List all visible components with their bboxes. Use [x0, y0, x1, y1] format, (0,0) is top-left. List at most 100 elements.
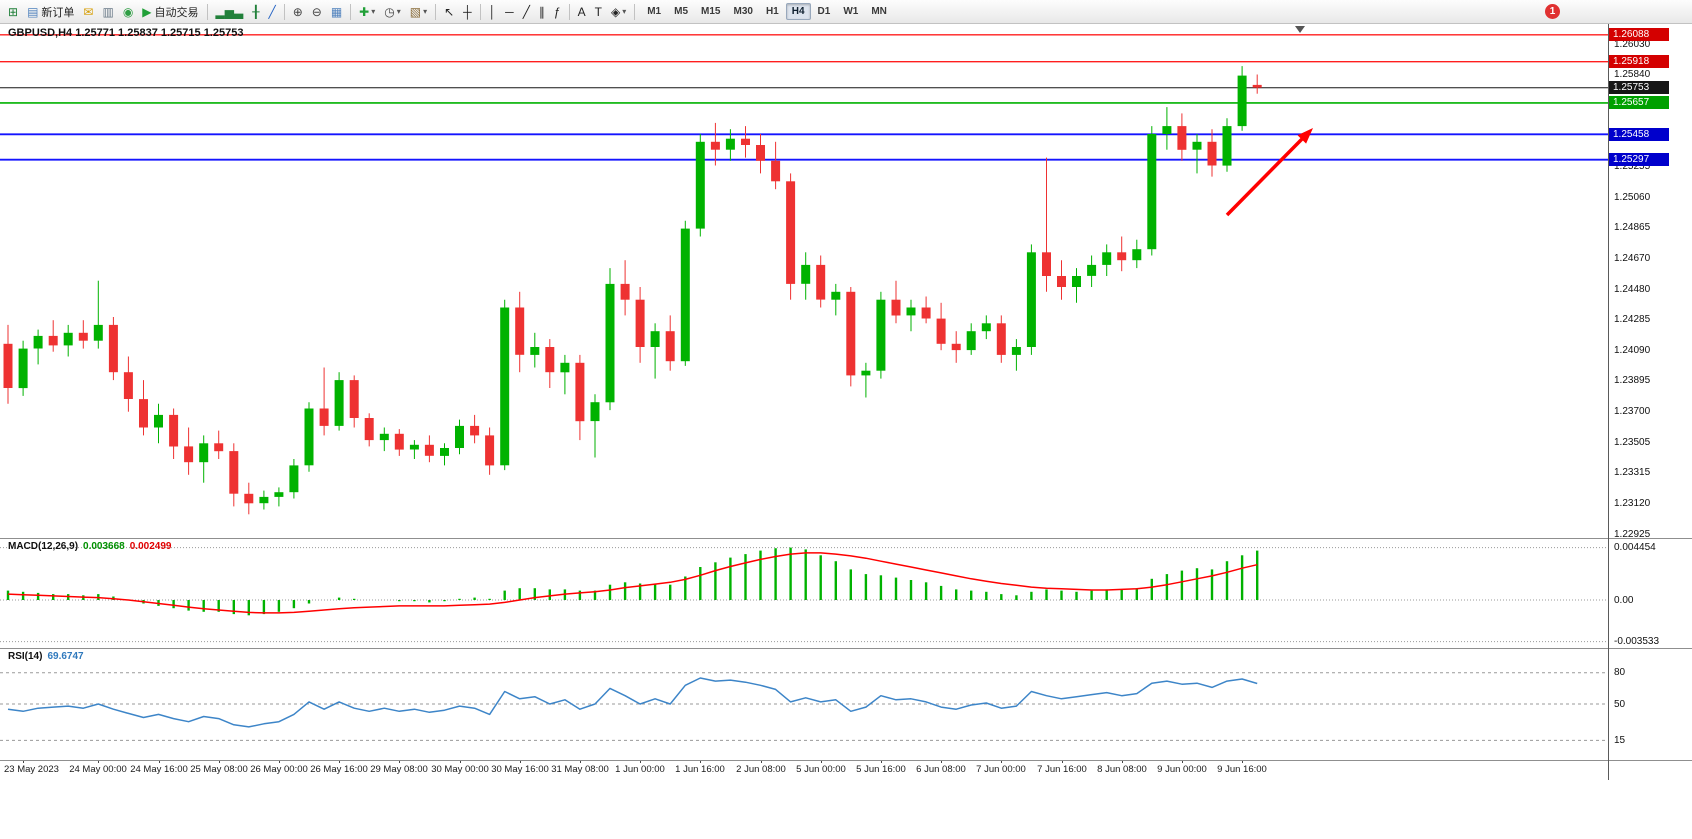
candle-body	[756, 145, 765, 161]
time-axis-label: 24 May 16:00	[130, 764, 188, 775]
price-axis-label: 1.23505	[1614, 436, 1651, 448]
toolbar-separator	[350, 3, 352, 20]
toolbar-button-new-chart[interactable]: ⊞	[4, 2, 22, 22]
candle-body	[816, 264, 826, 300]
candle-body	[304, 408, 314, 466]
toolbar-button-zoom-out[interactable]: ⊖	[308, 2, 326, 22]
macd-main-value: 0.003668	[83, 541, 125, 552]
toolbar-button-equidistant-channel[interactable]: ∥	[535, 2, 549, 22]
toolbar-button-bar-chart[interactable]: ▂▅▃	[212, 2, 248, 22]
toolbar-button-fibonacci[interactable]: ƒ	[550, 2, 565, 22]
time-axis-tick	[1182, 760, 1183, 763]
panel-separator[interactable]	[0, 760, 1692, 761]
price-badge-1.25458: 1.25458	[1609, 127, 1669, 141]
candle-body	[725, 138, 735, 150]
toolbar-button-vertical-line[interactable]: │	[485, 2, 501, 22]
tile-windows-icon: ▦	[330, 4, 343, 19]
toolbar-separator	[479, 3, 481, 20]
time-axis-label: 2 Jun 08:00	[736, 764, 786, 775]
toolbar-button-text-label[interactable]: T	[591, 2, 606, 22]
timeframe-button-M5[interactable]: M5	[674, 6, 689, 17]
toolbar-button-mailbox[interactable]: ✉	[79, 2, 97, 22]
time-axis-tick	[580, 760, 581, 763]
rsi-indicator-plot[interactable]	[0, 648, 1608, 760]
toolbar-button-line-chart[interactable]: ╱	[264, 2, 279, 22]
candle-body	[289, 465, 299, 493]
toolbar-button-indicators[interactable]: ✚ ▾	[355, 2, 379, 22]
time-axis-tick	[881, 760, 882, 763]
timeframe-button-M1[interactable]: M1	[647, 6, 662, 17]
time-axis-tick	[1062, 760, 1063, 763]
trend-arrow[interactable]	[1225, 137, 1304, 217]
toolbar-button-print[interactable]: ▥	[98, 2, 117, 22]
timeframe-button-MN[interactable]: MN	[871, 6, 887, 17]
scale-divider[interactable]	[1608, 24, 1609, 780]
timeframe-button-M30[interactable]: M30	[733, 6, 753, 17]
timeframe-button-H1[interactable]: H1	[765, 6, 779, 17]
candle-body	[695, 141, 705, 229]
time-axis-tick	[1242, 760, 1243, 763]
templates-icon: ▧	[409, 4, 422, 19]
candle-body	[48, 335, 58, 346]
candle-body	[33, 335, 43, 349]
timeframe-button-D1[interactable]: D1	[817, 6, 831, 17]
price-scale[interactable]	[1609, 24, 1692, 780]
toolbar-button-templates[interactable]: ▧ ▾	[406, 2, 431, 22]
candle-body	[1087, 264, 1097, 276]
notification-badge[interactable]: 1	[1545, 4, 1560, 19]
toolbar-button-crosshair[interactable]: ┼	[459, 2, 476, 22]
toolbar-separator	[206, 3, 208, 20]
toolbar-button-autotrading[interactable]: ▶ 自动交易	[138, 2, 202, 22]
candle-body	[620, 283, 630, 300]
macd-signal-line	[7, 552, 1258, 614]
crosshair-icon: ┼	[463, 4, 472, 19]
toolbar-button-cursor[interactable]: ↖	[440, 2, 458, 22]
macd-axis-label: -0.003533	[1614, 636, 1660, 648]
chevron-down-icon: ▾	[622, 7, 627, 16]
panel-separator[interactable]	[0, 648, 1692, 649]
candle-body	[1192, 141, 1202, 150]
candle-body	[1026, 252, 1036, 347]
candle-body	[906, 307, 916, 316]
time-axis-tick	[399, 760, 400, 763]
candle-body	[63, 332, 73, 346]
toolbar-button-zoom-in[interactable]: ⊕	[289, 2, 307, 22]
price-axis-label: 1.24670	[1614, 252, 1651, 264]
candle-body	[771, 160, 781, 182]
toolbar-button-trendline[interactable]: ╱	[519, 2, 534, 22]
toolbar-button-tile-windows[interactable]: ▦	[327, 2, 346, 22]
panel-separator[interactable]	[0, 538, 1692, 539]
toolbar-button-new-order[interactable]: ▤ 新订单	[23, 2, 78, 22]
candle-body	[1237, 75, 1247, 127]
macd-label: MACD(12,26,9) 0.003668 0.002499	[8, 541, 171, 552]
macd-indicator-plot[interactable]	[0, 538, 1608, 648]
rsi-value: 69.6747	[47, 651, 84, 662]
autotrading-label: 自动交易	[154, 6, 199, 19]
toolbar-separator	[634, 3, 636, 20]
chart-shift-marker-icon[interactable]	[1295, 26, 1305, 33]
cursor-icon: ↖	[444, 4, 455, 19]
toolbar-separator	[435, 3, 437, 20]
candle-body	[996, 323, 1006, 355]
time-axis-tick	[941, 760, 942, 763]
time-axis-label: 9 Jun 00:00	[1157, 764, 1207, 775]
time-axis-tick	[1001, 760, 1002, 763]
main-chart-plot[interactable]	[0, 24, 1608, 538]
timeframe-button-M15[interactable]: M15	[701, 6, 721, 17]
toolbar-button-text[interactable]: A	[574, 2, 590, 22]
time-axis-label: 7 Jun 16:00	[1037, 764, 1087, 775]
toolbar-button-arrows[interactable]: ◈ ▾	[607, 2, 630, 22]
candle-body	[500, 307, 510, 466]
toolbar-button-horizontal-line[interactable]: ─	[501, 2, 518, 22]
autotrading-icon: ▶	[142, 4, 152, 19]
candle-body	[1011, 347, 1021, 355]
toolbar-button-periods[interactable]: ◷ ▾	[380, 2, 405, 22]
candle-body	[3, 343, 13, 388]
candle-body	[710, 141, 720, 150]
toolbar-button-candlestick-chart[interactable]: ╂	[248, 2, 263, 22]
toolbar-button-community[interactable]: ◉	[119, 2, 137, 22]
timeframe-button-H4[interactable]: H4	[785, 3, 811, 20]
timeframe-button-W1[interactable]: W1	[843, 6, 859, 17]
candle-body	[379, 433, 389, 441]
time-axis-tick	[1122, 760, 1123, 763]
